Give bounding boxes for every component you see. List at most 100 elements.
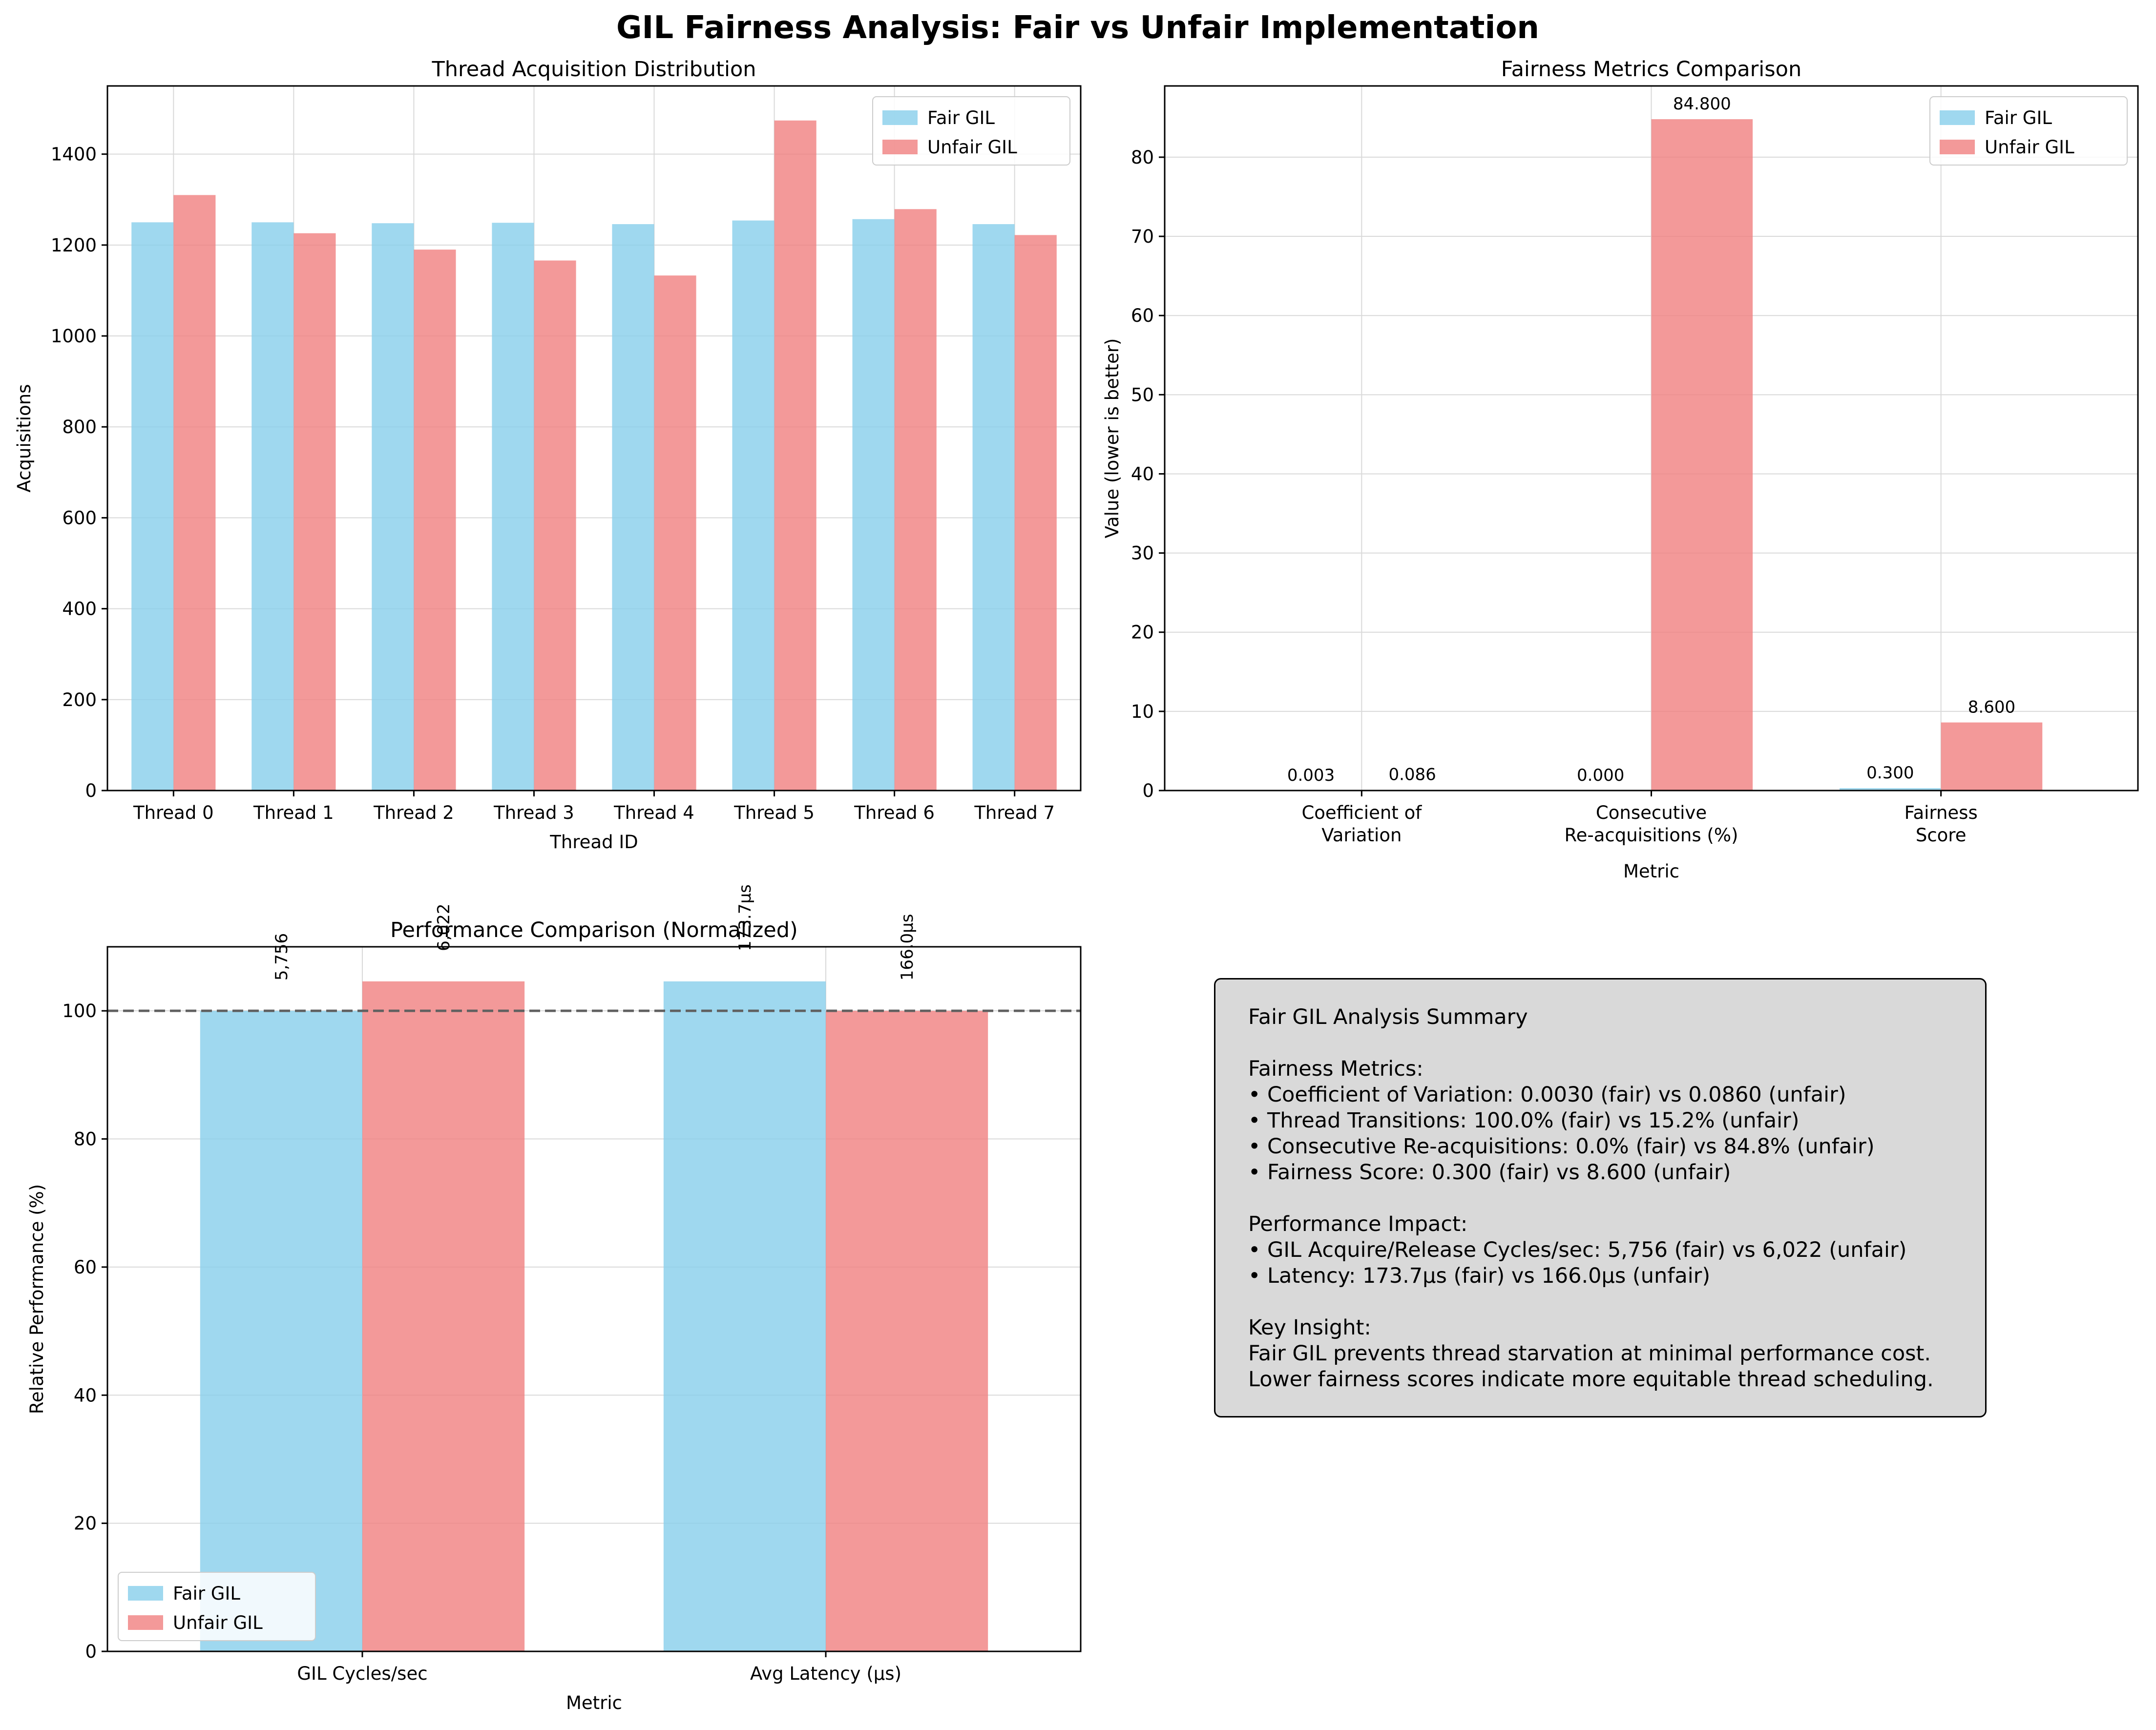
x-tick-label: Fairness Score	[1905, 802, 1978, 846]
x-tick-label: Consecutive Re-acquisitions (%)	[1565, 802, 1738, 846]
data-label: 0.003	[1287, 766, 1335, 785]
summary-line: Lower fairness scores indicate more equi…	[1248, 1367, 1934, 1392]
y-tick-label: 0	[85, 780, 97, 801]
legend-frame	[1929, 96, 2128, 166]
legend-swatch-unfair	[1940, 140, 1975, 154]
legend-label: Fair GIL	[927, 107, 995, 128]
y-tick-label: 400	[62, 599, 97, 620]
bar-fair	[732, 220, 774, 791]
legend: Fair GIL Unfair GIL	[1929, 96, 2128, 166]
data-label: 0.086	[1388, 765, 1436, 785]
bar-fair	[251, 222, 294, 791]
x-axis-label: Thread ID	[549, 832, 638, 853]
y-tick-label: 30	[1131, 543, 1154, 564]
bar-fair	[372, 223, 414, 791]
bar-unfair	[362, 981, 525, 1651]
legend: Fair GIL Unfair GIL	[118, 1572, 316, 1641]
bar-unfair	[654, 275, 696, 791]
y-tick-label: 60	[1131, 305, 1154, 326]
x-tick-label: Thread 7	[974, 802, 1055, 823]
y-tick-label: 100	[62, 1000, 97, 1021]
data-label: 5,756	[272, 933, 292, 980]
data-label: 8.600	[1968, 698, 2015, 717]
plot-frame	[106, 85, 1082, 792]
y-tick-label: 600	[62, 507, 97, 528]
y-tick-label: 0	[1142, 780, 1154, 801]
summary-spacer	[1248, 1030, 1934, 1056]
summary-spacer	[1248, 1289, 1934, 1315]
legend-swatch-fair	[1940, 110, 1975, 125]
summary-line: • Fairness Score: 0.300 (fair) vs 8.600 …	[1248, 1160, 1731, 1185]
summary-line: Fair GIL prevents thread starvation at m…	[1248, 1341, 1931, 1366]
y-tick-label: 1000	[51, 326, 97, 347]
y-tick-label: 800	[62, 417, 97, 438]
legend-label: Fair GIL	[173, 1583, 240, 1604]
bar-unfair	[1651, 119, 1753, 791]
bar-unfair	[826, 1011, 988, 1651]
legend-swatch-fair	[882, 110, 918, 125]
summary-line: Key Insight:	[1248, 1315, 1371, 1340]
bar-unfair	[293, 233, 336, 791]
summary-spacer	[1248, 1186, 1934, 1211]
bar-unfair	[414, 250, 456, 791]
summary-line: • Consecutive Re-acquisitions: 0.0% (fai…	[1248, 1134, 1875, 1159]
legend-label: Unfair GIL	[927, 137, 1017, 158]
x-axis-label: Metric	[566, 1692, 622, 1713]
x-tick-label: GIL Cycles/sec	[297, 1663, 427, 1684]
summary-line: Fair GIL Analysis Summary	[1248, 1005, 1528, 1029]
bar-unfair	[894, 209, 937, 791]
x-tick-label: Thread 0	[133, 802, 214, 823]
bar-fair	[492, 223, 534, 791]
y-tick-label: 80	[74, 1129, 97, 1150]
data-label: 84.800	[1673, 94, 1731, 114]
data-label: 0.300	[1866, 763, 1914, 783]
y-tick-label: 80	[1131, 147, 1154, 168]
legend-swatch-unfair	[128, 1615, 163, 1630]
y-tick-label: 50	[1131, 384, 1154, 405]
y-tick-label: 20	[1131, 622, 1154, 643]
data-label: 173.7µs	[735, 884, 755, 951]
bar-unfair	[173, 195, 216, 791]
y-tick-label: 20	[74, 1513, 97, 1534]
summary-line: Fairness Metrics:	[1248, 1057, 1423, 1081]
chart-title: Performance Comparison (Normalized)	[390, 918, 798, 942]
summary-line: • Thread Transitions: 100.0% (fair) vs 1…	[1248, 1108, 1800, 1133]
y-tick-label: 1400	[51, 144, 97, 165]
x-tick-label: Thread 6	[854, 802, 935, 823]
y-tick-label: 40	[1131, 463, 1154, 484]
x-tick-label: Thread 1	[253, 802, 334, 823]
summary-text: Fair GIL Analysis Summary Fairness Metri…	[1248, 1004, 1934, 1393]
legend-swatch-unfair	[882, 140, 918, 154]
thread-acquisition-chart: 0 200 400 600 800 1000 1200 1400 Thread 0 Thread …	[14, 57, 1082, 853]
y-axis-label: Value (lower is better)	[1102, 338, 1123, 539]
legend-label: Fair GIL	[1985, 107, 2052, 128]
x-tick-label: Thread 2	[373, 802, 454, 823]
y-axis-label: Acquisitions	[14, 384, 35, 493]
bar-fair	[663, 981, 826, 1651]
bar-fair	[972, 224, 1015, 791]
data-label: 0.000	[1577, 766, 1624, 785]
bar-unfair	[1014, 235, 1057, 791]
y-tick-label: 1200	[51, 235, 97, 256]
summary-line: • GIL Acquire/Release Cycles/sec: 5,756 …	[1248, 1238, 1907, 1262]
y-tick-label: 70	[1131, 226, 1154, 247]
bar-fair	[1840, 788, 1941, 791]
bar-fair	[131, 222, 174, 791]
chart-title: Thread Acquisition Distribution	[431, 57, 756, 82]
legend-swatch-fair	[128, 1586, 163, 1601]
x-axis-label: Metric	[1623, 861, 1679, 882]
x-tick-label: Thread 3	[493, 802, 574, 823]
bar-fair	[200, 1011, 362, 1651]
bar-unfair	[1941, 722, 2043, 791]
plot-frame	[106, 946, 1082, 1652]
figure-title: GIL Fairness Analysis: Fair vs Unfair Im…	[616, 10, 1539, 46]
x-tick-label: Avg Latency (µs)	[750, 1663, 901, 1684]
y-tick-label: 0	[85, 1641, 97, 1662]
summary-box	[1214, 978, 1987, 1417]
y-tick-label: 10	[1131, 701, 1154, 722]
legend-label: Unfair GIL	[1985, 137, 2074, 158]
bar-unfair	[534, 260, 576, 791]
fairness-metrics-chart: 0.003 0.000 0.300 0.086 84.800 8.600 0 10 20 30 40…	[1102, 57, 2139, 882]
summary-line: • Latency: 173.7µs (fair) vs 166.0µs (un…	[1248, 1264, 1711, 1288]
